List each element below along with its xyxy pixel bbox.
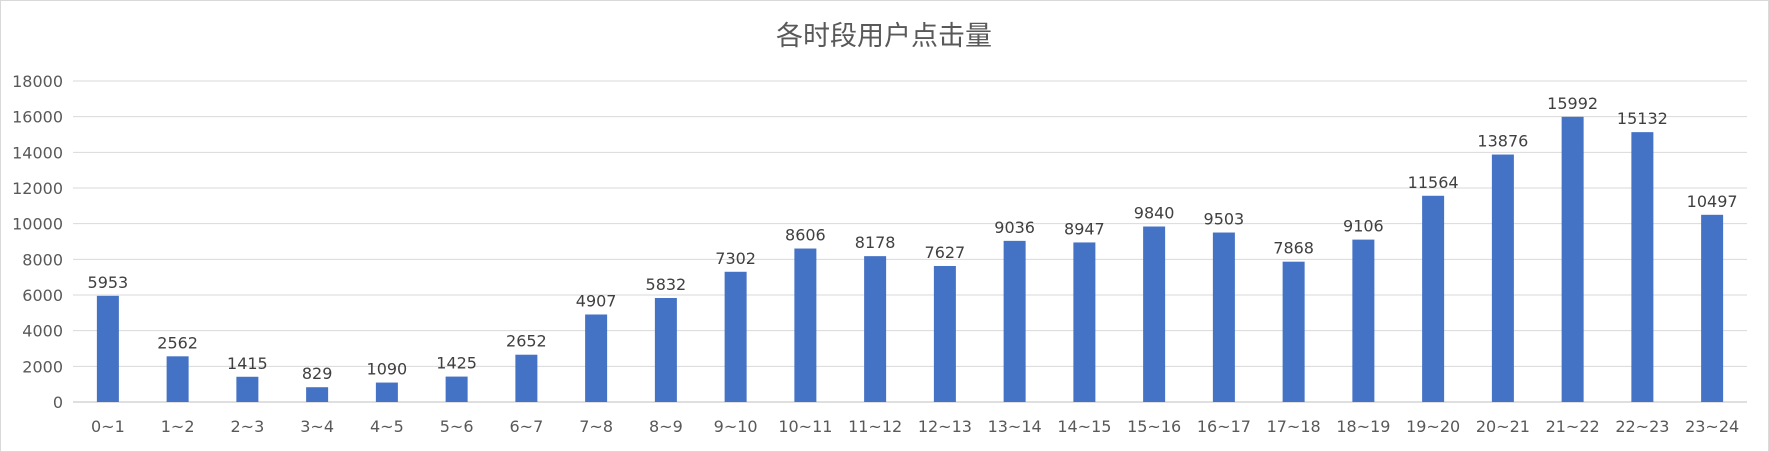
data-label: 2652 [506, 332, 547, 351]
y-tick-label: 16000 [12, 108, 63, 127]
x-tick-label: 5~6 [440, 417, 474, 436]
bar [515, 355, 537, 402]
x-tick-label: 1~2 [161, 417, 195, 436]
x-tick-label: 12~13 [918, 417, 972, 436]
data-label: 7627 [925, 243, 966, 262]
data-label: 8606 [785, 226, 826, 245]
x-tick-label: 22~23 [1615, 417, 1669, 436]
data-label: 829 [302, 364, 333, 383]
data-label: 9106 [1343, 217, 1384, 236]
bar [1492, 155, 1514, 402]
data-label: 8947 [1064, 219, 1105, 238]
y-tick-label: 2000 [22, 357, 63, 376]
bar [1422, 196, 1444, 402]
data-label: 9036 [994, 218, 1035, 237]
x-tick-label: 23~24 [1685, 417, 1739, 436]
x-tick-label: 2~3 [230, 417, 264, 436]
x-tick-label: 16~17 [1197, 417, 1251, 436]
x-tick-label: 14~15 [1057, 417, 1111, 436]
bar [864, 256, 886, 402]
bar [236, 377, 258, 402]
x-tick-label: 0~1 [91, 417, 125, 436]
data-label: 1415 [227, 354, 268, 373]
bar [1631, 132, 1653, 402]
data-labels: 5953 2562 1415 829 1090 1425 2652 4907 5832 7302 8… [88, 94, 1738, 383]
bar [446, 377, 468, 402]
bar [167, 356, 189, 402]
data-label: 7302 [715, 249, 756, 268]
data-label: 5832 [646, 275, 687, 294]
x-tick-label: 13~14 [988, 417, 1042, 436]
bar [1073, 242, 1095, 402]
x-tick-label: 8~9 [649, 417, 683, 436]
x-tick-label: 7~8 [579, 417, 613, 436]
data-label: 2562 [157, 333, 198, 352]
bar [794, 249, 816, 402]
x-axis: 0~1 1~2 2~3 3~4 4~5 5~6 6~7 7~8 8~9 9~10 10~11 11~1… [91, 417, 1739, 436]
data-label: 1425 [436, 354, 477, 373]
data-label: 13876 [1477, 132, 1528, 151]
x-tick-label: 11~12 [848, 417, 902, 436]
x-tick-label: 17~18 [1267, 417, 1321, 436]
bar [1213, 233, 1235, 402]
data-label: 8178 [855, 233, 896, 252]
bar [306, 387, 328, 402]
data-label: 9503 [1204, 210, 1245, 229]
y-tick-label: 6000 [22, 286, 63, 305]
data-label: 9840 [1134, 204, 1175, 223]
bar [1562, 117, 1584, 402]
bar [585, 314, 607, 402]
y-tick-label: 4000 [22, 322, 63, 341]
data-label: 15132 [1617, 109, 1668, 128]
data-label: 7868 [1273, 239, 1314, 258]
data-label: 5953 [88, 273, 129, 292]
x-tick-label: 10~11 [778, 417, 832, 436]
chart-title: 各时段用户点击量 [776, 21, 992, 52]
x-tick-label: 18~19 [1336, 417, 1390, 436]
bar [376, 383, 398, 402]
x-tick-label: 19~20 [1406, 417, 1460, 436]
data-label: 15992 [1547, 94, 1598, 113]
bar [1701, 215, 1723, 402]
bar [1143, 227, 1165, 402]
y-tick-label: 8000 [22, 250, 63, 269]
data-label: 11564 [1408, 173, 1459, 192]
x-tick-label: 20~21 [1476, 417, 1530, 436]
x-tick-label: 6~7 [509, 417, 543, 436]
bar [1283, 262, 1305, 402]
y-tick-label: 10000 [12, 215, 63, 234]
bar [1352, 240, 1374, 402]
x-tick-label: 21~22 [1546, 417, 1600, 436]
y-axis: 0 2000 4000 6000 8000 10000 12000 14000 16000 180… [12, 72, 63, 412]
y-tick-label: 12000 [12, 179, 63, 198]
bar [655, 298, 677, 402]
bar [97, 296, 119, 402]
bar [934, 266, 956, 402]
y-tick-label: 18000 [12, 72, 63, 91]
bar [725, 272, 747, 402]
y-tick-label: 14000 [12, 143, 63, 162]
data-label: 1090 [367, 360, 408, 379]
data-label: 4907 [576, 291, 617, 310]
bar [1004, 241, 1026, 402]
x-tick-label: 15~16 [1127, 417, 1181, 436]
x-tick-label: 3~4 [300, 417, 334, 436]
data-label: 10497 [1687, 192, 1738, 211]
x-tick-label: 9~10 [714, 417, 758, 436]
y-tick-label: 0 [53, 393, 63, 412]
x-tick-label: 4~5 [370, 417, 404, 436]
